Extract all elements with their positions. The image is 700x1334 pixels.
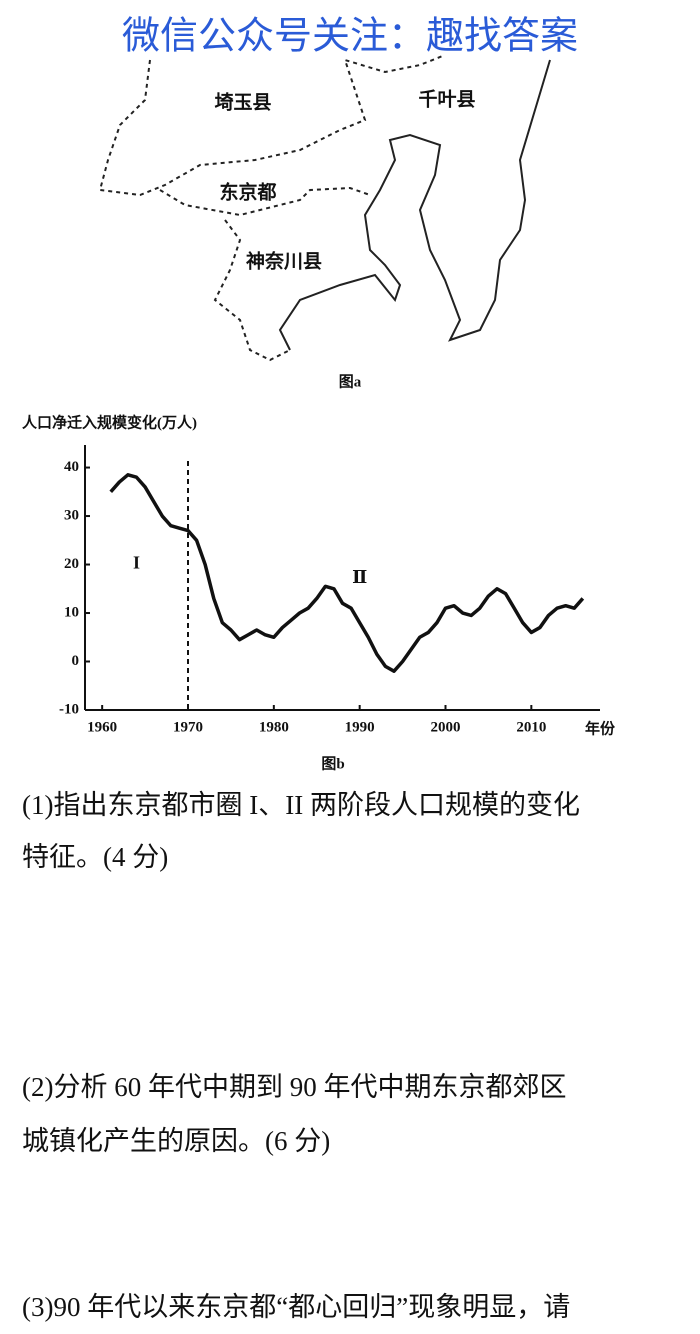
- caption: 图b: [321, 755, 344, 772]
- map-label: 东京都: [219, 181, 276, 204]
- x-tick-label: 1960: [87, 719, 117, 735]
- map-label: 神奈川县: [246, 250, 322, 273]
- annotation: Ⅱ: [352, 567, 367, 587]
- y-tick-label: 30: [64, 507, 79, 523]
- x-tick-label: 2000: [431, 719, 461, 735]
- watermark: 微信公众号关注：趣找答案: [122, 14, 578, 58]
- x-tick-label: 1980: [259, 719, 289, 735]
- y-tick-label: 10: [64, 604, 79, 620]
- question-line: (1)指出东京都市圈 I、II 两阶段人口规模的变化: [22, 790, 580, 820]
- y-tick-label: 0: [72, 653, 80, 669]
- question-line: (3)90 年代以来东京都“都心回归”现象明显，请: [22, 1292, 570, 1322]
- x-tick-label: 1990: [345, 719, 375, 735]
- x-tick-label: 1970: [173, 719, 203, 735]
- data-line: [109, 473, 585, 673]
- question-line: (2)分析 60 年代中期到 90 年代中期东京都郊区: [22, 1072, 566, 1102]
- question-line: 特征。(4 分): [22, 842, 168, 872]
- y-tick-label: -10: [59, 701, 79, 717]
- chart-title: 人口净迁入规模变化(万人): [22, 413, 197, 431]
- question-line: 城镇化产生的原因。(6 分): [22, 1126, 330, 1156]
- y-tick-label: 20: [64, 556, 79, 572]
- x-tick-label: 2010: [516, 719, 546, 735]
- y-tick-label: 40: [64, 459, 79, 475]
- annotation: I: [133, 553, 140, 573]
- map-label: 埼玉县: [214, 91, 271, 114]
- caption: 图a: [339, 373, 362, 390]
- map-outline: [98, 54, 551, 362]
- x-axis-label: 年份: [585, 719, 616, 737]
- map-label: 千叶县: [418, 89, 475, 111]
